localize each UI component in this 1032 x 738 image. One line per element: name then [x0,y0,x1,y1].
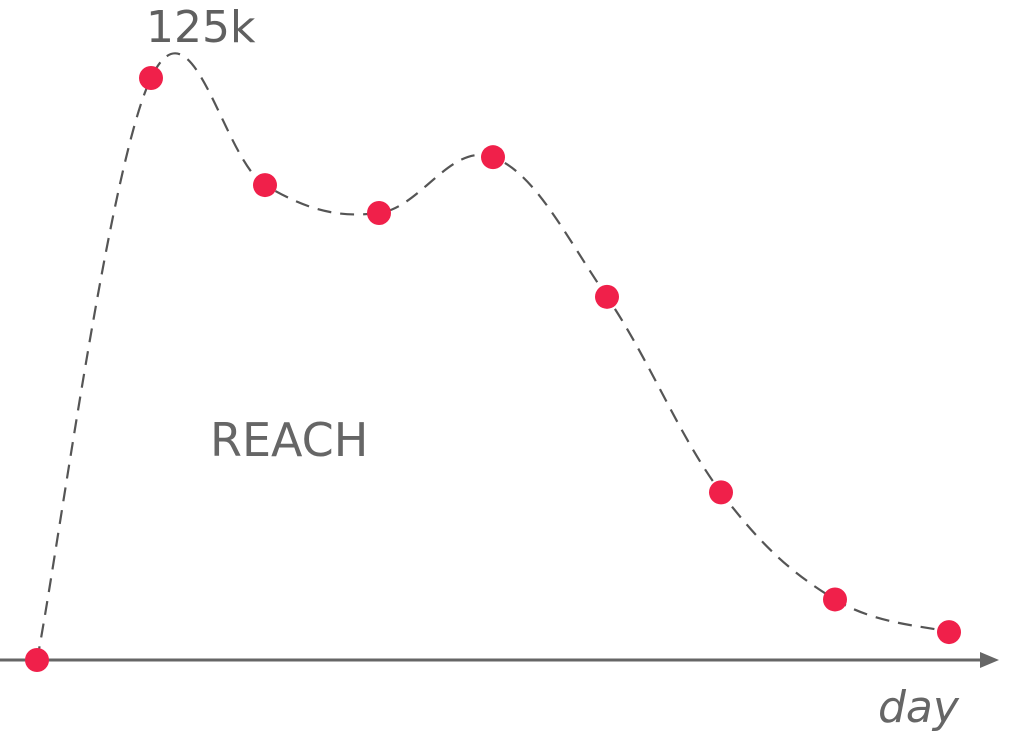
peak-value-label: 125k [146,2,256,53]
data-point [253,173,277,198]
data-point [139,66,163,90]
data-point [25,648,49,672]
data-point [937,620,961,645]
data-point [823,587,847,612]
data-point [595,284,619,309]
x-axis [0,652,999,668]
x-axis-arrow-icon [980,652,999,668]
reach-curve [35,52,950,661]
data-points [25,66,961,672]
data-point [367,201,391,226]
data-point [481,145,505,170]
x-axis-label: day [878,682,960,733]
data-point [709,480,733,505]
series-label: REACH [210,413,368,467]
